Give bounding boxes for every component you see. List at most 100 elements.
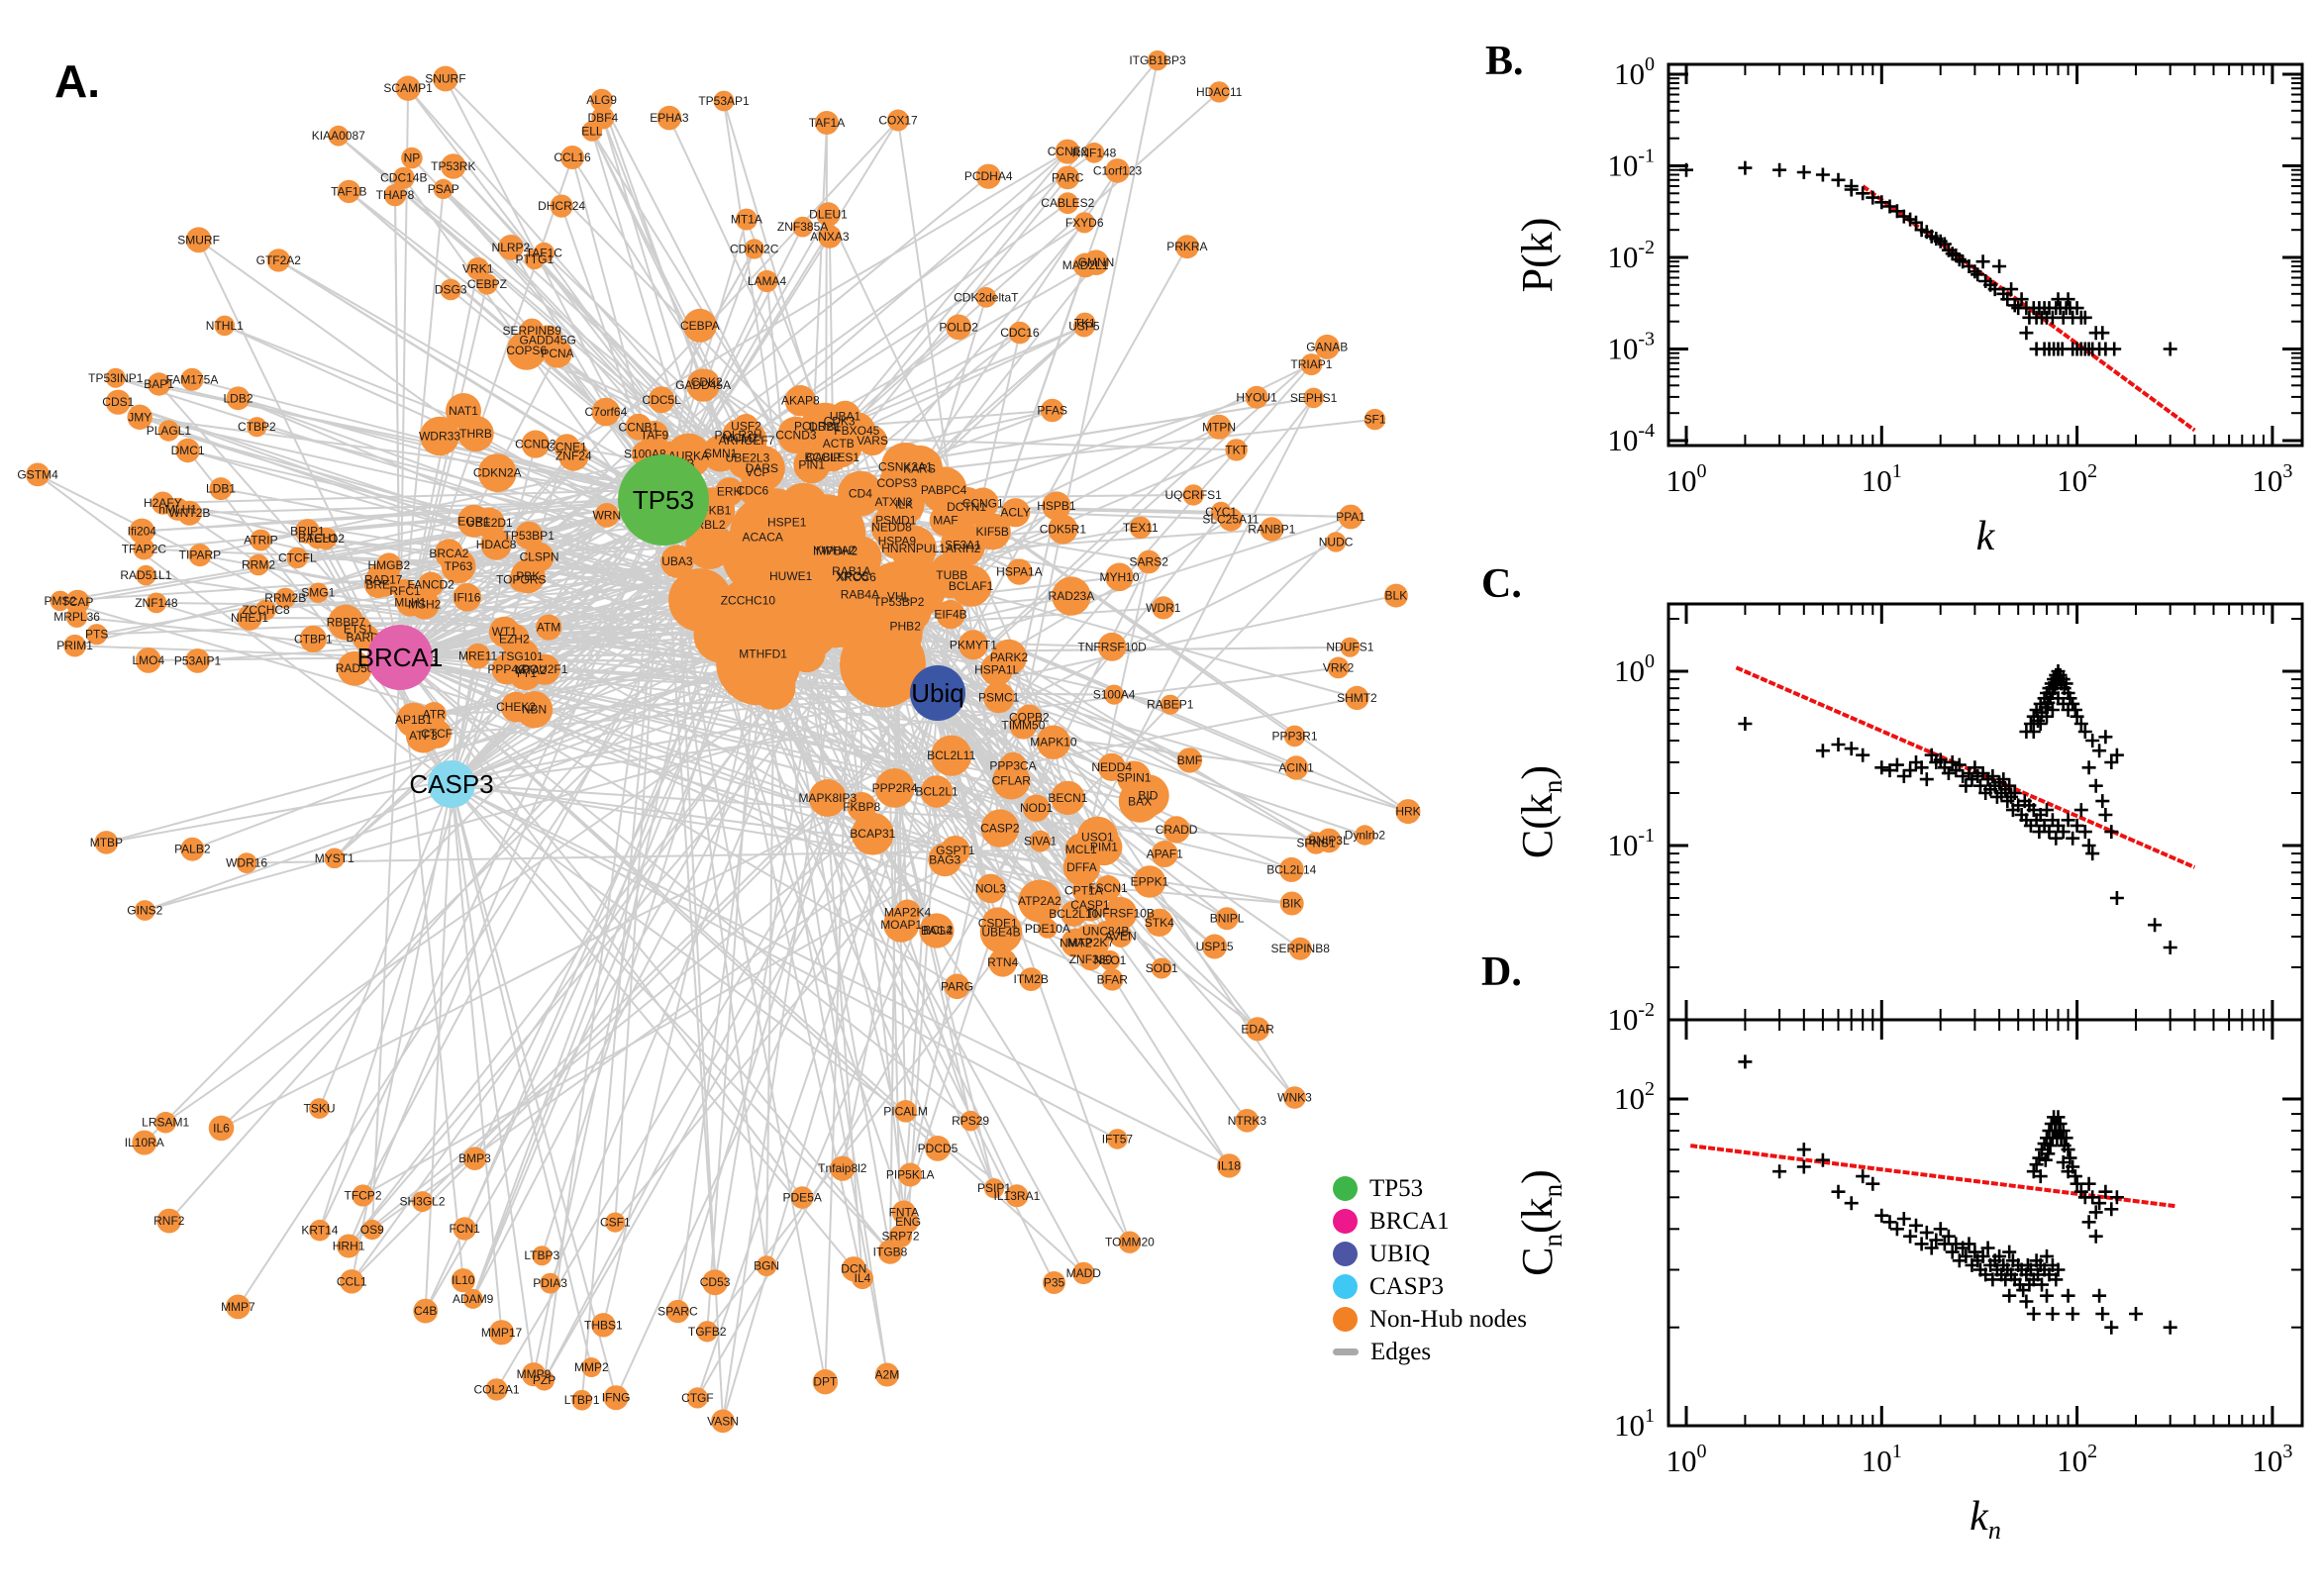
svg-text:XRCC6: XRCC6 (836, 570, 876, 584)
network-edges (37, 59, 1409, 1423)
svg-text:DCTN1: DCTN1 (947, 500, 986, 514)
network-node (818, 225, 842, 249)
network-node (401, 147, 423, 169)
network-node (337, 1234, 361, 1258)
network-node-labels: TP53RKKIAA0087THAP8CDC14BDSG3NTHL1VRK1CE… (17, 53, 1420, 1428)
network-node (981, 907, 1014, 940)
network-node (975, 873, 1006, 904)
svg-text:CDC5L: CDC5L (642, 393, 681, 407)
network-node (340, 1269, 364, 1294)
svg-text:PSMC1: PSMC1 (978, 691, 1020, 705)
legend-label: TP53 (1369, 1174, 1424, 1202)
svg-text:TFCP2: TFCP2 (344, 1189, 381, 1203)
network-node (816, 202, 841, 227)
svg-text:TAF9: TAF9 (641, 428, 669, 442)
hub-node-casp3: CASP3 (409, 760, 494, 808)
svg-text:ZNF380: ZNF380 (1069, 952, 1113, 966)
svg-text:BRE: BRE (365, 577, 390, 591)
network-node (236, 852, 257, 873)
network-node (480, 529, 512, 560)
svg-text:PARC: PARC (1052, 170, 1084, 184)
network-node (1202, 934, 1228, 959)
svg-text:RAD17: RAD17 (364, 572, 403, 586)
network-node (1101, 968, 1124, 991)
svg-text:CDKN2C: CDKN2C (730, 242, 779, 255)
network-node (1176, 748, 1203, 773)
svg-text:VRK1: VRK1 (462, 262, 494, 276)
svg-text:RNF2: RNF2 (153, 1214, 185, 1228)
network-node (1051, 780, 1085, 816)
svg-text:BIK: BIK (1282, 897, 1301, 911)
network-node (134, 900, 155, 921)
svg-text:PCDHA4: PCDHA4 (964, 169, 1013, 183)
svg-text:PLAGL1: PLAGL1 (147, 424, 192, 438)
svg-text:SMN1: SMN1 (704, 447, 738, 460)
network-node (295, 519, 320, 545)
svg-text:VASN: VASN (707, 1414, 739, 1428)
svg-text:FCN1: FCN1 (450, 1222, 481, 1236)
edge-line-swatch (1333, 1348, 1359, 1355)
svg-text:EIF4B: EIF4B (934, 608, 966, 622)
svg-text:102: 102 (1614, 1078, 1655, 1116)
fit-line (1735, 665, 2196, 869)
svg-text:PIN1: PIN1 (798, 458, 825, 472)
svg-text:ENG: ENG (895, 1215, 921, 1229)
svg-text:BRCA2: BRCA2 (429, 547, 468, 560)
network-node (1208, 81, 1230, 103)
svg-text:PARG: PARG (941, 979, 973, 993)
network-node (740, 630, 787, 678)
svg-text:BAG3: BAG3 (929, 852, 960, 866)
network-node (1340, 637, 1361, 657)
network-node (1260, 517, 1284, 542)
svg-text:TK1: TK1 (1074, 316, 1096, 330)
network-node (790, 1186, 814, 1209)
svg-text:TIPARP: TIPARP (179, 549, 221, 562)
axis-ticks (1668, 64, 2302, 446)
svg-text:LDB1: LDB1 (206, 482, 236, 496)
svg-text:PTS: PTS (85, 628, 108, 642)
network-node (711, 1409, 735, 1434)
network-node (65, 606, 88, 628)
svg-text:CDKN2A: CDKN2A (473, 466, 522, 480)
y-axis-label: P(k) (1513, 218, 1562, 293)
svg-text:ITGB1BP3: ITGB1BP3 (1129, 53, 1186, 67)
network-node (337, 179, 360, 204)
svg-text:TNFRSF10D: TNFRSF10D (1077, 640, 1147, 653)
network-node (433, 65, 458, 92)
svg-text:CASP2: CASP2 (980, 822, 1020, 836)
network-node (413, 1298, 439, 1324)
svg-text:MT1A: MT1A (731, 213, 762, 227)
network-node (1043, 1271, 1065, 1294)
svg-text:MOAP1: MOAP1 (880, 918, 922, 932)
svg-text:FANCD2: FANCD2 (408, 577, 455, 591)
svg-text:BECN1: BECN1 (1048, 791, 1087, 805)
network-node (740, 453, 776, 491)
svg-text:10-2: 10-2 (1607, 237, 1655, 274)
svg-text:KIF5B: KIF5B (976, 525, 1009, 539)
network-node (457, 415, 494, 452)
node-color-swatch (1333, 1242, 1358, 1266)
network-node (1182, 484, 1204, 506)
network-node (180, 837, 205, 861)
svg-text:CSF1: CSF1 (600, 1216, 631, 1230)
network-node (830, 1155, 856, 1181)
network-node (554, 434, 580, 460)
network-node (237, 605, 262, 631)
svg-text:JMY: JMY (128, 410, 152, 424)
network-node (973, 513, 1011, 550)
network-node (543, 339, 572, 368)
svg-text:TP53AP1: TP53AP1 (698, 94, 750, 108)
network-node (453, 583, 482, 612)
network-node (960, 1110, 981, 1132)
svg-text:TSG101: TSG101 (499, 649, 544, 663)
svg-text:SIVA1: SIVA1 (1024, 835, 1057, 848)
network-legend: TP53 BRCA1 UBIQ CASP3 Non-Hub nodes Edges (1333, 1172, 1527, 1368)
svg-text:TKT: TKT (1225, 443, 1248, 456)
network-node (944, 973, 970, 1000)
svg-text:PMS2: PMS2 (44, 594, 76, 608)
network-node (1327, 656, 1350, 679)
svg-text:TP53INP1: TP53INP1 (88, 371, 144, 385)
svg-text:UBE4B: UBE4B (981, 926, 1020, 940)
network-node (1217, 1153, 1242, 1178)
svg-text:COPS3: COPS3 (876, 476, 917, 490)
